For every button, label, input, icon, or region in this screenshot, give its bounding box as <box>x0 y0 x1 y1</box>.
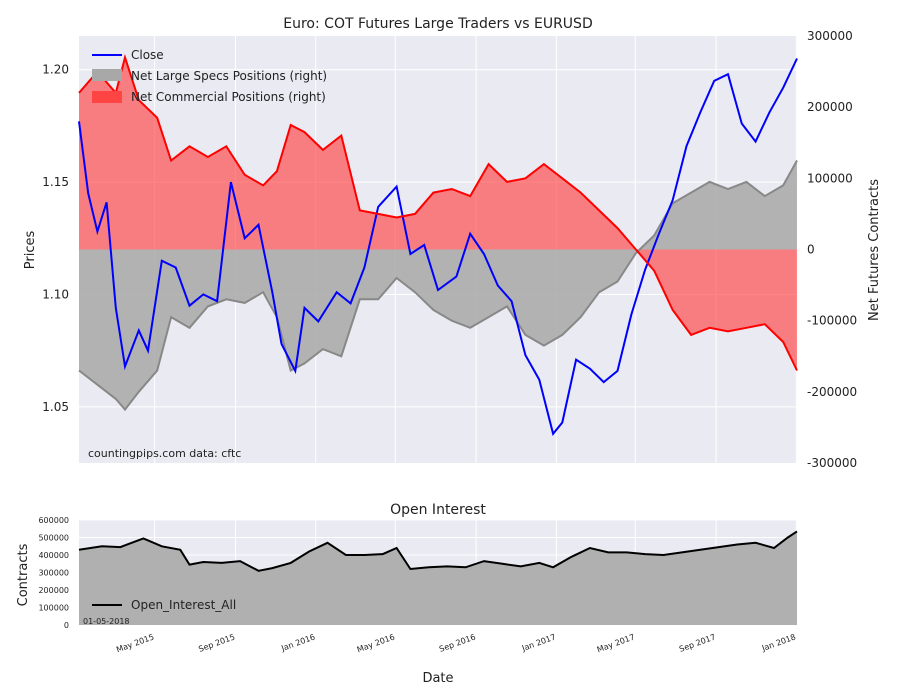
date-tick-label: May 2016 <box>356 632 396 654</box>
date-tick-label: Sep 2015 <box>197 632 236 653</box>
oi-axis-label: Contracts <box>16 543 31 606</box>
data-lines <box>78 53 798 436</box>
oi-area <box>78 530 798 625</box>
net-large-specs-line <box>78 160 798 412</box>
date-tick-label: Jan 2018 <box>760 632 797 653</box>
oi-date-label: 01-05-2018 <box>83 617 130 626</box>
price-tick-label: 1.10 <box>42 287 69 301</box>
legend-commercial-label: Net Commercial Positions (right) <box>131 90 326 104</box>
price-axis-ticks: 1.05 1.10 1.15 1.20 <box>42 63 69 414</box>
oi-axis-ticks: 0 100000 200000 300000 400000 500000 600000 <box>38 516 69 630</box>
net-commercial-line <box>78 53 798 371</box>
price-tick-label: 1.20 <box>42 63 69 77</box>
oi-legend: Open_Interest_All <box>92 598 236 612</box>
contracts-tick-label: -100000 <box>807 314 857 328</box>
date-tick-label: Jan 2017 <box>520 632 557 653</box>
contracts-tick-label: 200000 <box>807 100 853 114</box>
net-position-areas <box>79 57 797 410</box>
contracts-tick-label: 300000 <box>807 29 853 43</box>
date-tick-label: Sep 2016 <box>438 632 477 653</box>
legend-specs-swatch <box>92 69 122 81</box>
price-legend: Close Net Large Specs Positions (right) … <box>92 48 327 104</box>
legend-oi-label: Open_Interest_All <box>131 598 236 612</box>
open-interest-panel: 0 100000 200000 300000 400000 500000 600000 Ma… <box>16 502 798 686</box>
contracts-tick-label: 100000 <box>807 171 853 185</box>
net-large-specs-area <box>79 160 797 410</box>
date-tick-label: May 2015 <box>115 632 155 654</box>
oi-tick-label: 0 <box>64 621 69 630</box>
legend-close-label: Close <box>131 48 164 62</box>
date-tick-label: May 2017 <box>596 632 636 654</box>
date-tick-label: Sep 2017 <box>678 632 717 653</box>
price-tick-label: 1.05 <box>42 400 69 414</box>
oi-tick-label: 100000 <box>38 604 69 613</box>
legend-specs-label: Net Large Specs Positions (right) <box>131 69 327 83</box>
price-panel: 1.05 1.10 1.15 1.20 300000 200000 100000 0 -100… <box>23 16 882 470</box>
date-axis-label: Date <box>422 671 453 686</box>
date-axis-ticks: May 2015 Sep 2015 Jan 2016 May 2016 Sep 2016… <box>115 632 797 654</box>
price-tick-label: 1.15 <box>42 175 69 189</box>
contracts-tick-label: -200000 <box>807 385 857 399</box>
open-interest-area <box>79 531 797 625</box>
oi-tick-label: 600000 <box>38 516 69 525</box>
contracts-axis-label: Net Futures Contracts <box>867 179 882 321</box>
contracts-tick-label: -300000 <box>807 456 857 470</box>
oi-tick-label: 300000 <box>38 569 69 578</box>
contracts-tick-label: 0 <box>807 243 815 257</box>
oi-tick-label: 400000 <box>38 551 69 560</box>
net-commercial-area <box>79 57 797 371</box>
date-tick-label: Jan 2016 <box>279 632 316 653</box>
close-line <box>78 58 798 436</box>
oi-tick-label: 500000 <box>38 534 69 543</box>
contracts-axis-ticks: 300000 200000 100000 0 -100000 -200000 -300000 <box>807 29 857 470</box>
oi-title: Open Interest <box>390 502 486 518</box>
watermark: countingpips.com data: cftc <box>88 447 241 460</box>
oi-tick-label: 200000 <box>38 586 69 595</box>
open-interest-line <box>78 530 798 572</box>
legend-commercial-swatch <box>92 91 122 103</box>
price-axis-label: Prices <box>23 231 38 270</box>
chart-title: Euro: COT Futures Large Traders vs EURUS… <box>283 16 592 32</box>
